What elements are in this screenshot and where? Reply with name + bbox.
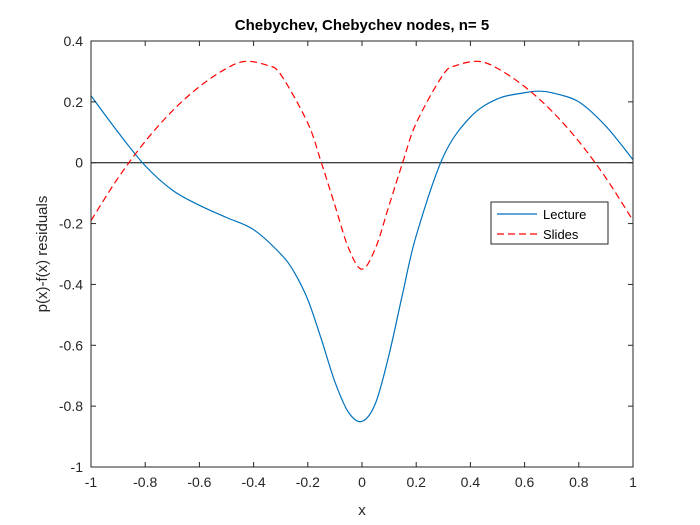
y-tick-label: -1 (71, 459, 84, 475)
x-tick-label: 0 (358, 474, 366, 490)
x-tick-label: -0.4 (242, 474, 266, 490)
series-lecture-line (90, 90, 634, 423)
chart-title: Chebychev, Chebychev nodes, n= 5 (235, 17, 489, 34)
y-tick-label: -0.4 (59, 276, 83, 292)
x-tick-label: -0.2 (296, 474, 320, 490)
x-tick-label: 0.6 (515, 474, 535, 490)
y-tick-label: 0 (75, 155, 83, 171)
x-tick-label: -0.8 (133, 474, 157, 490)
y-axis-label: p(x)-f(x) residuals (34, 196, 51, 313)
legend-label-slides: Slides (543, 227, 579, 242)
series-slides-line (90, 60, 634, 270)
x-tick-label: 0.2 (406, 474, 426, 490)
y-tick-label: 0.4 (64, 33, 84, 49)
y-tick-label: 0.2 (64, 94, 84, 110)
plot-area (91, 41, 633, 467)
x-tick-label: -1 (85, 474, 98, 490)
x-tick-label: 0.8 (569, 474, 589, 490)
legend-box (490, 201, 609, 245)
x-tick-label: 0.4 (461, 474, 481, 490)
x-tick-label: 1 (629, 474, 637, 490)
x-tick-label: -0.6 (187, 474, 211, 490)
y-tick-label: -0.6 (59, 337, 83, 353)
x-axis-label: x (358, 502, 366, 519)
ticks-layer: -1 -0.8 -0.6 -0.4 -0.2 0 0.2 0.4 0.6 0.8 1 -1 -0.8 -0… (59, 33, 637, 490)
series-layer (90, 60, 634, 423)
legend: Lecture Slides (490, 201, 609, 245)
legend-label-lecture: Lecture (543, 207, 586, 222)
y-tick-label: -0.2 (59, 216, 83, 232)
y-tick-label: -0.8 (59, 398, 83, 414)
